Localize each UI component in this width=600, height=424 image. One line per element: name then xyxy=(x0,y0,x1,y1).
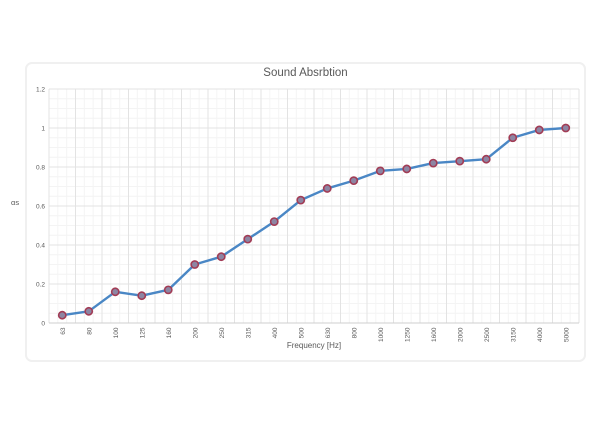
data-point xyxy=(561,123,571,133)
x-tick-label: 125 xyxy=(139,327,146,338)
series-line xyxy=(61,126,567,317)
data-point xyxy=(349,176,359,186)
x-axis-tick-labels: 63 80 100 125 160 200 250 315 400 500 630 800 1000 12… xyxy=(60,327,571,342)
data-point xyxy=(296,195,306,205)
data-point xyxy=(534,125,544,135)
data-point xyxy=(110,287,120,297)
y-tick-label: 1 xyxy=(41,125,45,132)
x-tick-label: 400 xyxy=(272,327,279,338)
data-point xyxy=(375,166,385,176)
y-tick-label: 0.4 xyxy=(36,242,45,249)
x-tick-label: 200 xyxy=(192,327,199,338)
data-point xyxy=(428,158,438,168)
x-tick-label: 4000 xyxy=(537,327,544,342)
x-tick-label: 630 xyxy=(325,327,332,338)
data-point xyxy=(481,154,491,164)
series-markers xyxy=(57,123,571,320)
x-tick-label: 800 xyxy=(351,327,358,338)
x-axis-title: Frequency [Hz] xyxy=(286,341,342,350)
x-tick-label: 1250 xyxy=(404,327,411,342)
data-point xyxy=(243,234,253,244)
y-tick-label: 0.6 xyxy=(36,203,45,210)
data-point xyxy=(508,133,518,143)
y-tick-label: 0.2 xyxy=(36,281,45,288)
x-tick-label: 500 xyxy=(298,327,305,338)
major-gridlines xyxy=(48,88,580,324)
y-axis-tick-labels: 0 0.2 0.4 0.6 0.8 1 1.2 xyxy=(36,86,45,327)
x-tick-label: 1000 xyxy=(378,327,385,342)
y-axis-title: αs xyxy=(11,198,20,207)
data-point xyxy=(190,260,200,269)
data-point xyxy=(57,310,67,320)
data-point xyxy=(216,252,226,262)
data-point xyxy=(163,285,173,295)
x-tick-label: 80 xyxy=(86,327,93,335)
x-tick-label: 2500 xyxy=(484,327,491,342)
data-point xyxy=(402,164,412,174)
data-point xyxy=(269,217,279,226)
x-tick-label: 160 xyxy=(166,327,173,338)
x-tick-label: 315 xyxy=(245,327,252,338)
data-point xyxy=(84,306,94,316)
x-tick-label: 100 xyxy=(113,327,120,338)
x-tick-label: 250 xyxy=(219,327,226,338)
x-tick-label: 3150 xyxy=(510,327,517,342)
x-tick-label: 1600 xyxy=(431,327,438,342)
x-tick-label: 5000 xyxy=(563,327,570,342)
x-tick-label: 63 xyxy=(60,327,67,335)
data-point xyxy=(455,156,465,166)
x-tick-label: 2000 xyxy=(457,327,464,342)
chart-title: Sound Absrbtion xyxy=(263,67,348,79)
data-point xyxy=(322,184,332,193)
y-tick-label: 0 xyxy=(41,320,45,327)
data-point xyxy=(137,291,147,301)
y-tick-label: 1.2 xyxy=(36,86,45,93)
y-tick-label: 0.8 xyxy=(36,164,45,171)
